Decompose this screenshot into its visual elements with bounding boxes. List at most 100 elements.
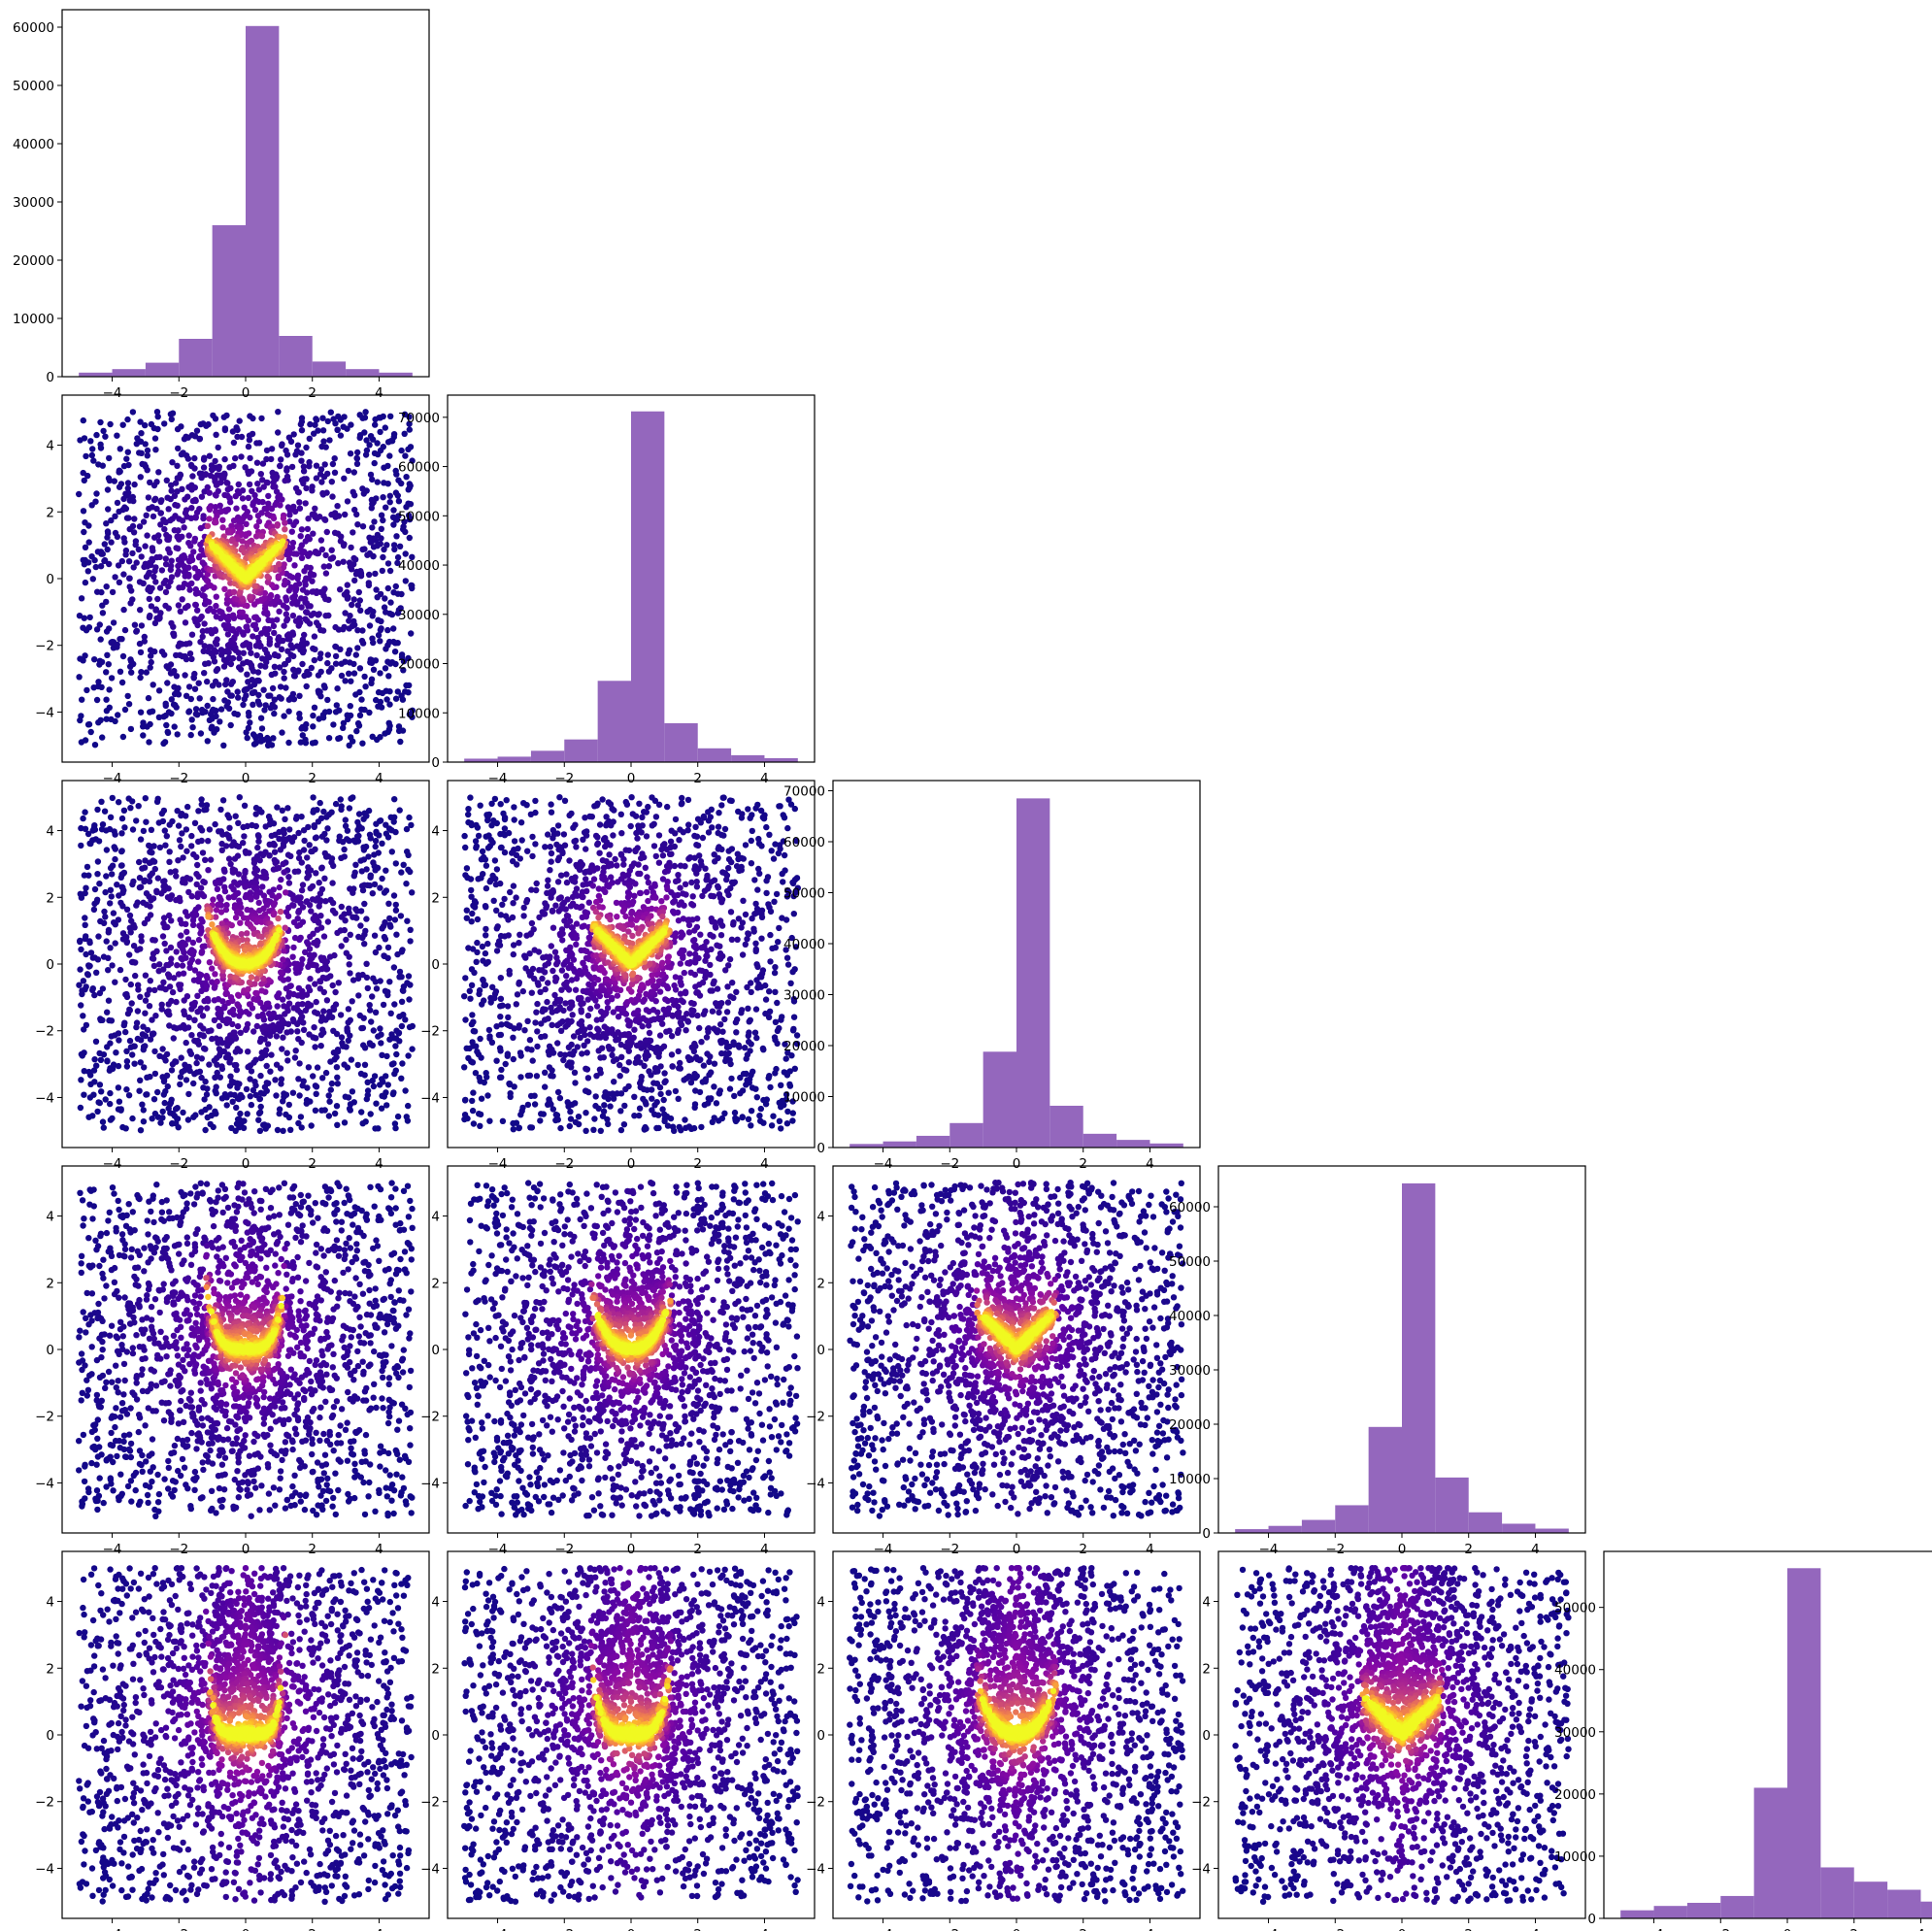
panel-3-1-scatter-point <box>116 1098 123 1105</box>
panel-3-2-scatter-point <box>461 1064 468 1071</box>
panel-2-1-scatter-point <box>85 559 92 566</box>
panel-3-1-scatter-point <box>172 868 179 875</box>
panel-3-1-scatter-point <box>316 903 322 910</box>
panel-3-1-scatter-point <box>407 926 414 933</box>
panel-3-2-scatter-point <box>469 1097 476 1105</box>
panel-2-1-scatter-point <box>390 589 397 596</box>
panel-2-1-scatter-point <box>81 435 88 442</box>
panel-2-1-scatter-point <box>292 582 299 589</box>
panel-2-1-scatter-point <box>274 593 281 601</box>
panel-3-1-scatter-point <box>356 1012 363 1019</box>
panel-2-1-scatter-point <box>320 683 328 689</box>
panel-3-1-scatter-point <box>359 1120 366 1127</box>
panel-3-1-scatter-point <box>219 946 226 952</box>
panel-2-1-scatter-point <box>140 580 147 587</box>
panel-2-1-scatter-point <box>223 677 230 683</box>
panel-3-1-scatter-point <box>349 998 355 1005</box>
panel-3-1-scatter-point <box>182 941 189 949</box>
panel-3-1-scatter-point <box>256 857 263 864</box>
panel-2-1-scatter-point <box>281 661 288 668</box>
panel-3-1-scatter-point <box>162 1087 169 1095</box>
panel-2-1-scatter-point <box>313 462 320 469</box>
panel-2-1-scatter-point <box>205 660 212 667</box>
panel-3-1-scatter-point <box>221 868 228 875</box>
panel-1-1-histogram-bar <box>112 369 146 377</box>
panel-3-1-scatter-point <box>326 1009 333 1015</box>
panel-3-1-scatter-point <box>272 1077 279 1083</box>
panel-3-1-scatter-point <box>323 997 331 1004</box>
panel-3-1-scatter-point <box>161 1099 168 1107</box>
panel-2-1-scatter-point <box>252 547 259 554</box>
panel-3-1-scatter-point <box>217 1074 223 1081</box>
panel-3-1-scatter-point <box>261 1121 268 1128</box>
panel-3-1-scatter-point <box>181 1008 187 1015</box>
panel-3-2-scatter-point <box>785 796 792 803</box>
panel-3-1-scatter-point <box>306 946 314 952</box>
panel-2-1-scatter-point <box>322 551 329 559</box>
panel-3-1-scatter-point <box>89 985 97 992</box>
panel-3-1-scatter-point <box>396 807 403 814</box>
panel-2-1-scatter-point <box>221 697 228 704</box>
panel-2-1-scatter-point <box>374 594 381 601</box>
panel-2-1-scatter-point <box>204 678 211 685</box>
panel-2-2-histogram-ytick-label: 50000 <box>398 509 440 524</box>
panel-2-1-scatter-point <box>338 672 346 680</box>
panel-2-1-scatter-point <box>303 640 310 647</box>
panel-3-1-scatter-point <box>379 875 385 882</box>
panel-2-1-scatter-point <box>253 523 260 530</box>
panel-2-1-scatter-point <box>247 514 253 521</box>
panel-3-1-scatter-point <box>168 1067 176 1074</box>
panel-3-1-scatter-point <box>182 880 188 886</box>
panel-2-1-scatter-point <box>263 455 270 463</box>
panel-3-1-scatter-point <box>80 978 87 984</box>
panel-2-1-scatter-point <box>114 499 121 507</box>
panel-2-1-scatter-points <box>76 409 416 749</box>
panel-2-1-scatter-point <box>374 479 381 485</box>
panel-3-1-scatter-point <box>230 886 237 893</box>
panel-2-1-scatter-point <box>282 519 288 526</box>
panel-2-1-scatter-point <box>272 483 279 490</box>
panel-3-1-scatter-point <box>217 896 224 904</box>
panel-2-1-scatter-point <box>151 435 159 442</box>
panel-2-1-scatter-point <box>235 694 242 701</box>
panel-3-1-scatter-point <box>153 948 160 954</box>
panel-3-1-scatter-point <box>198 796 205 803</box>
panel-1-1-histogram-ytick-label: 60000 <box>13 20 54 36</box>
panel-2-1-scatter-point <box>267 591 275 599</box>
panel-1-1-histogram-bar <box>346 369 380 377</box>
panel-3-1-scatter-point <box>168 1096 175 1104</box>
panel-2-1-scatter-point <box>380 516 386 524</box>
panel-3-1-scatter-point <box>166 849 173 855</box>
panel-2-1-scatter-point <box>306 435 313 442</box>
panel-3-1-scatter-point <box>166 1022 173 1029</box>
panel-3-1-scatter-point <box>324 918 332 925</box>
panel-3-1-scatter-xtick-label: 0 <box>242 1156 250 1172</box>
panel-3-1-scatter-point <box>256 955 263 962</box>
panel-3-1-scatter-point <box>147 1073 153 1081</box>
panel-3-1-scatter-point <box>204 975 211 982</box>
panel-2-1-scatter-point <box>395 477 402 483</box>
panel-3-1-scatter-point <box>214 885 221 892</box>
panel-3-1-scatter-point <box>123 990 130 998</box>
panel-2-1-scatter-point <box>256 732 264 740</box>
panel-3-1-scatter-point <box>202 1078 209 1085</box>
panel-3-1-scatter-point <box>173 873 180 880</box>
panel-2-1-scatter-point <box>218 609 225 616</box>
panel-1-1-histogram-xtick-label: 2 <box>308 385 316 401</box>
panel-2-1-scatter-point <box>269 701 276 708</box>
panel-2-1-scatter-point <box>291 508 299 516</box>
panel-2-1-scatter-point <box>212 678 219 685</box>
panel-3-1-scatter-point <box>105 954 112 961</box>
panel-3-1-scatter-point <box>357 857 364 864</box>
panel-2-1-scatter-point <box>234 536 241 543</box>
panel-3-1-scatter-point <box>252 989 259 997</box>
panel-2-1-scatter-point <box>281 622 287 629</box>
panel-2-1-scatter-point <box>353 460 361 467</box>
panel-3-1-scatter-point <box>219 797 227 804</box>
panel-2-1-scatter-point <box>294 488 302 495</box>
panel-3-1-scatter-point <box>107 886 115 893</box>
panel-2-1-scatter-point <box>254 481 261 487</box>
panel-2-1-scatter-point <box>163 477 170 483</box>
panel-2-1-scatter-point <box>302 538 309 545</box>
